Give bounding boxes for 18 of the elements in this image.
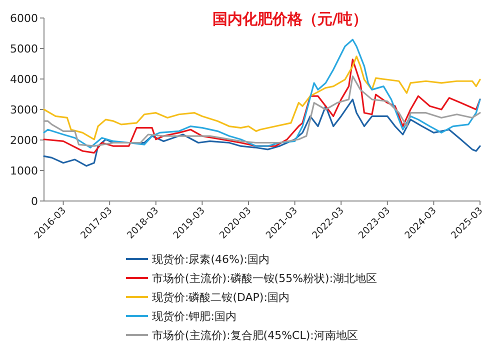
line-series	[43, 75, 481, 147]
chart-title: 国内化肥价格（元/吨）	[212, 10, 368, 28]
y-tick-label: 6000	[10, 12, 38, 25]
line-series	[43, 56, 481, 140]
line-series	[43, 98, 481, 167]
line-series	[43, 58, 481, 154]
y-tick-label: 1000	[10, 164, 38, 178]
y-tick-label: 3000	[10, 104, 38, 116]
legend-label: 市场价(主流价):复合肥(45%CL):河南地区	[152, 329, 358, 342]
y-tick-label: 2000	[10, 134, 38, 147]
legend-label: 现货价:尿素(46%):国内	[152, 253, 270, 266]
y-tick-label: 0	[31, 195, 38, 208]
legend-label: 现货价:磷酸二铵(DAP):国内	[152, 291, 290, 304]
line-series	[43, 38, 481, 148]
y-tick-label: 4000	[10, 73, 38, 86]
legend-label: 市场价(主流价):磷酸一铵(55%粉状):湖北地区	[152, 272, 378, 285]
y-tick-label: 5000	[10, 42, 38, 56]
legend-label: 现货价:钾肥:国内	[152, 310, 236, 323]
